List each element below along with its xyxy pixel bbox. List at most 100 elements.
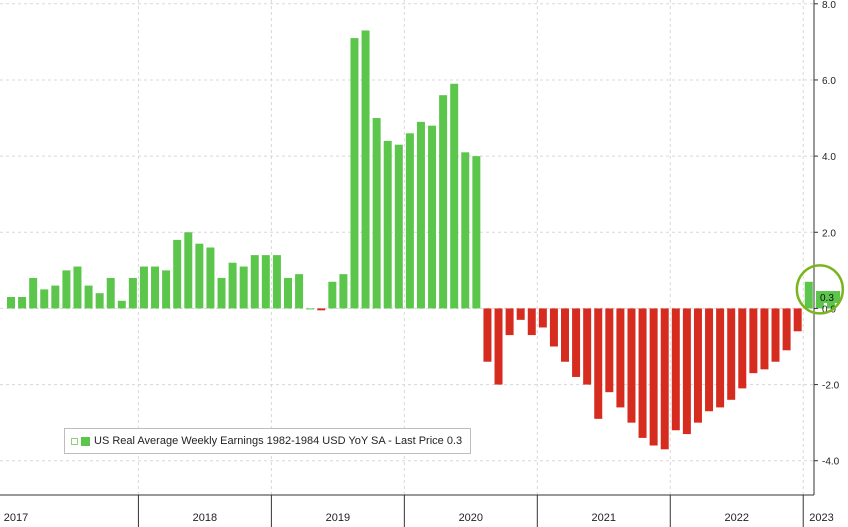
y-tick-label: -4.0 — [822, 457, 840, 468]
bar — [95, 293, 104, 309]
bar — [62, 270, 71, 309]
y-axis-labels: 8.0 6.0 4.0 2.0 0.0 -2.0 -4.0 — [822, 0, 840, 468]
bar — [627, 308, 636, 423]
bar — [317, 308, 326, 311]
bar — [538, 308, 547, 328]
bar — [184, 232, 193, 309]
last-price-tag — [816, 291, 840, 303]
bar — [117, 300, 126, 309]
bar — [705, 308, 714, 412]
bar — [383, 140, 392, 309]
bar — [372, 118, 381, 309]
bar — [328, 281, 337, 309]
bar — [561, 308, 569, 362]
bar — [217, 277, 226, 309]
legend-swatch — [81, 436, 90, 446]
y-tick-label: -2.0 — [822, 381, 840, 392]
bar — [416, 121, 425, 309]
y-tick-label: 2.0 — [822, 228, 836, 239]
axes — [0, 0, 818, 527]
bar — [716, 308, 725, 408]
bar — [450, 83, 459, 309]
bar — [771, 308, 780, 362]
bar — [7, 297, 15, 309]
x-year-label: 2020 — [459, 512, 483, 524]
y-tick-label: 8.0 — [822, 0, 836, 11]
bar — [239, 266, 248, 309]
bar — [616, 308, 625, 408]
bar — [527, 308, 536, 336]
bar — [261, 255, 270, 309]
bar — [693, 308, 702, 423]
x-year-label: 2022 — [724, 512, 748, 524]
bar — [572, 308, 581, 377]
x-year-label: 2017 — [4, 512, 28, 524]
bar — [350, 38, 359, 309]
bar — [40, 289, 49, 309]
bar — [483, 308, 492, 362]
bar — [671, 308, 680, 431]
bar — [139, 266, 148, 309]
bar — [284, 277, 292, 309]
bar — [29, 277, 38, 309]
bar — [472, 156, 481, 309]
bar — [228, 262, 237, 309]
bar — [738, 308, 747, 389]
bar — [793, 308, 802, 332]
bar — [151, 266, 160, 309]
bar — [73, 266, 82, 309]
bar — [804, 281, 813, 309]
bar — [339, 274, 348, 309]
legend-checkbox-icon — [71, 437, 78, 445]
bar — [195, 243, 204, 309]
highlight-circle — [795, 264, 845, 315]
y-tick-label: 0.0 — [822, 304, 836, 315]
x-year-label: 2021 — [592, 512, 616, 524]
bar — [461, 152, 470, 309]
bar — [18, 297, 27, 309]
bar — [782, 308, 791, 351]
bar — [605, 308, 614, 393]
x-year-label: 2018 — [193, 512, 217, 524]
bar — [173, 239, 182, 309]
x-year-label: 2019 — [326, 512, 350, 524]
bar — [84, 285, 93, 309]
bar — [428, 125, 437, 309]
bar — [682, 308, 691, 435]
bar — [727, 308, 736, 400]
legend: US Real Average Weekly Earnings 1982-198… — [64, 428, 472, 454]
bar — [206, 247, 215, 309]
bar — [660, 308, 669, 450]
bars — [7, 30, 835, 450]
bar — [162, 270, 171, 309]
bar — [638, 308, 647, 438]
bar — [106, 277, 115, 309]
bar — [815, 300, 824, 309]
annotations: 0.3 — [795, 264, 845, 315]
bar — [295, 274, 304, 309]
bar — [128, 277, 137, 309]
bar — [760, 308, 769, 370]
bar — [583, 308, 592, 385]
bar — [516, 308, 525, 320]
y-tick-label: 6.0 — [822, 76, 836, 87]
bar — [272, 255, 281, 309]
last-price-label: 0.3 — [820, 293, 834, 304]
bar — [505, 308, 514, 336]
bar — [306, 308, 315, 310]
bar — [439, 95, 448, 309]
bar — [250, 255, 259, 309]
x-axis-labels: 2017 2018 2019 2020 2021 2022 2023 — [4, 512, 834, 524]
bar — [361, 30, 370, 309]
x-year-label: 2023 — [809, 512, 833, 524]
y-tick-label: 4.0 — [822, 152, 836, 163]
bar — [394, 144, 403, 309]
bar — [749, 308, 758, 374]
bar — [549, 308, 558, 347]
bar — [649, 308, 658, 446]
bar — [494, 308, 503, 385]
bar — [405, 133, 414, 309]
bar — [51, 285, 60, 309]
bar — [594, 308, 603, 419]
